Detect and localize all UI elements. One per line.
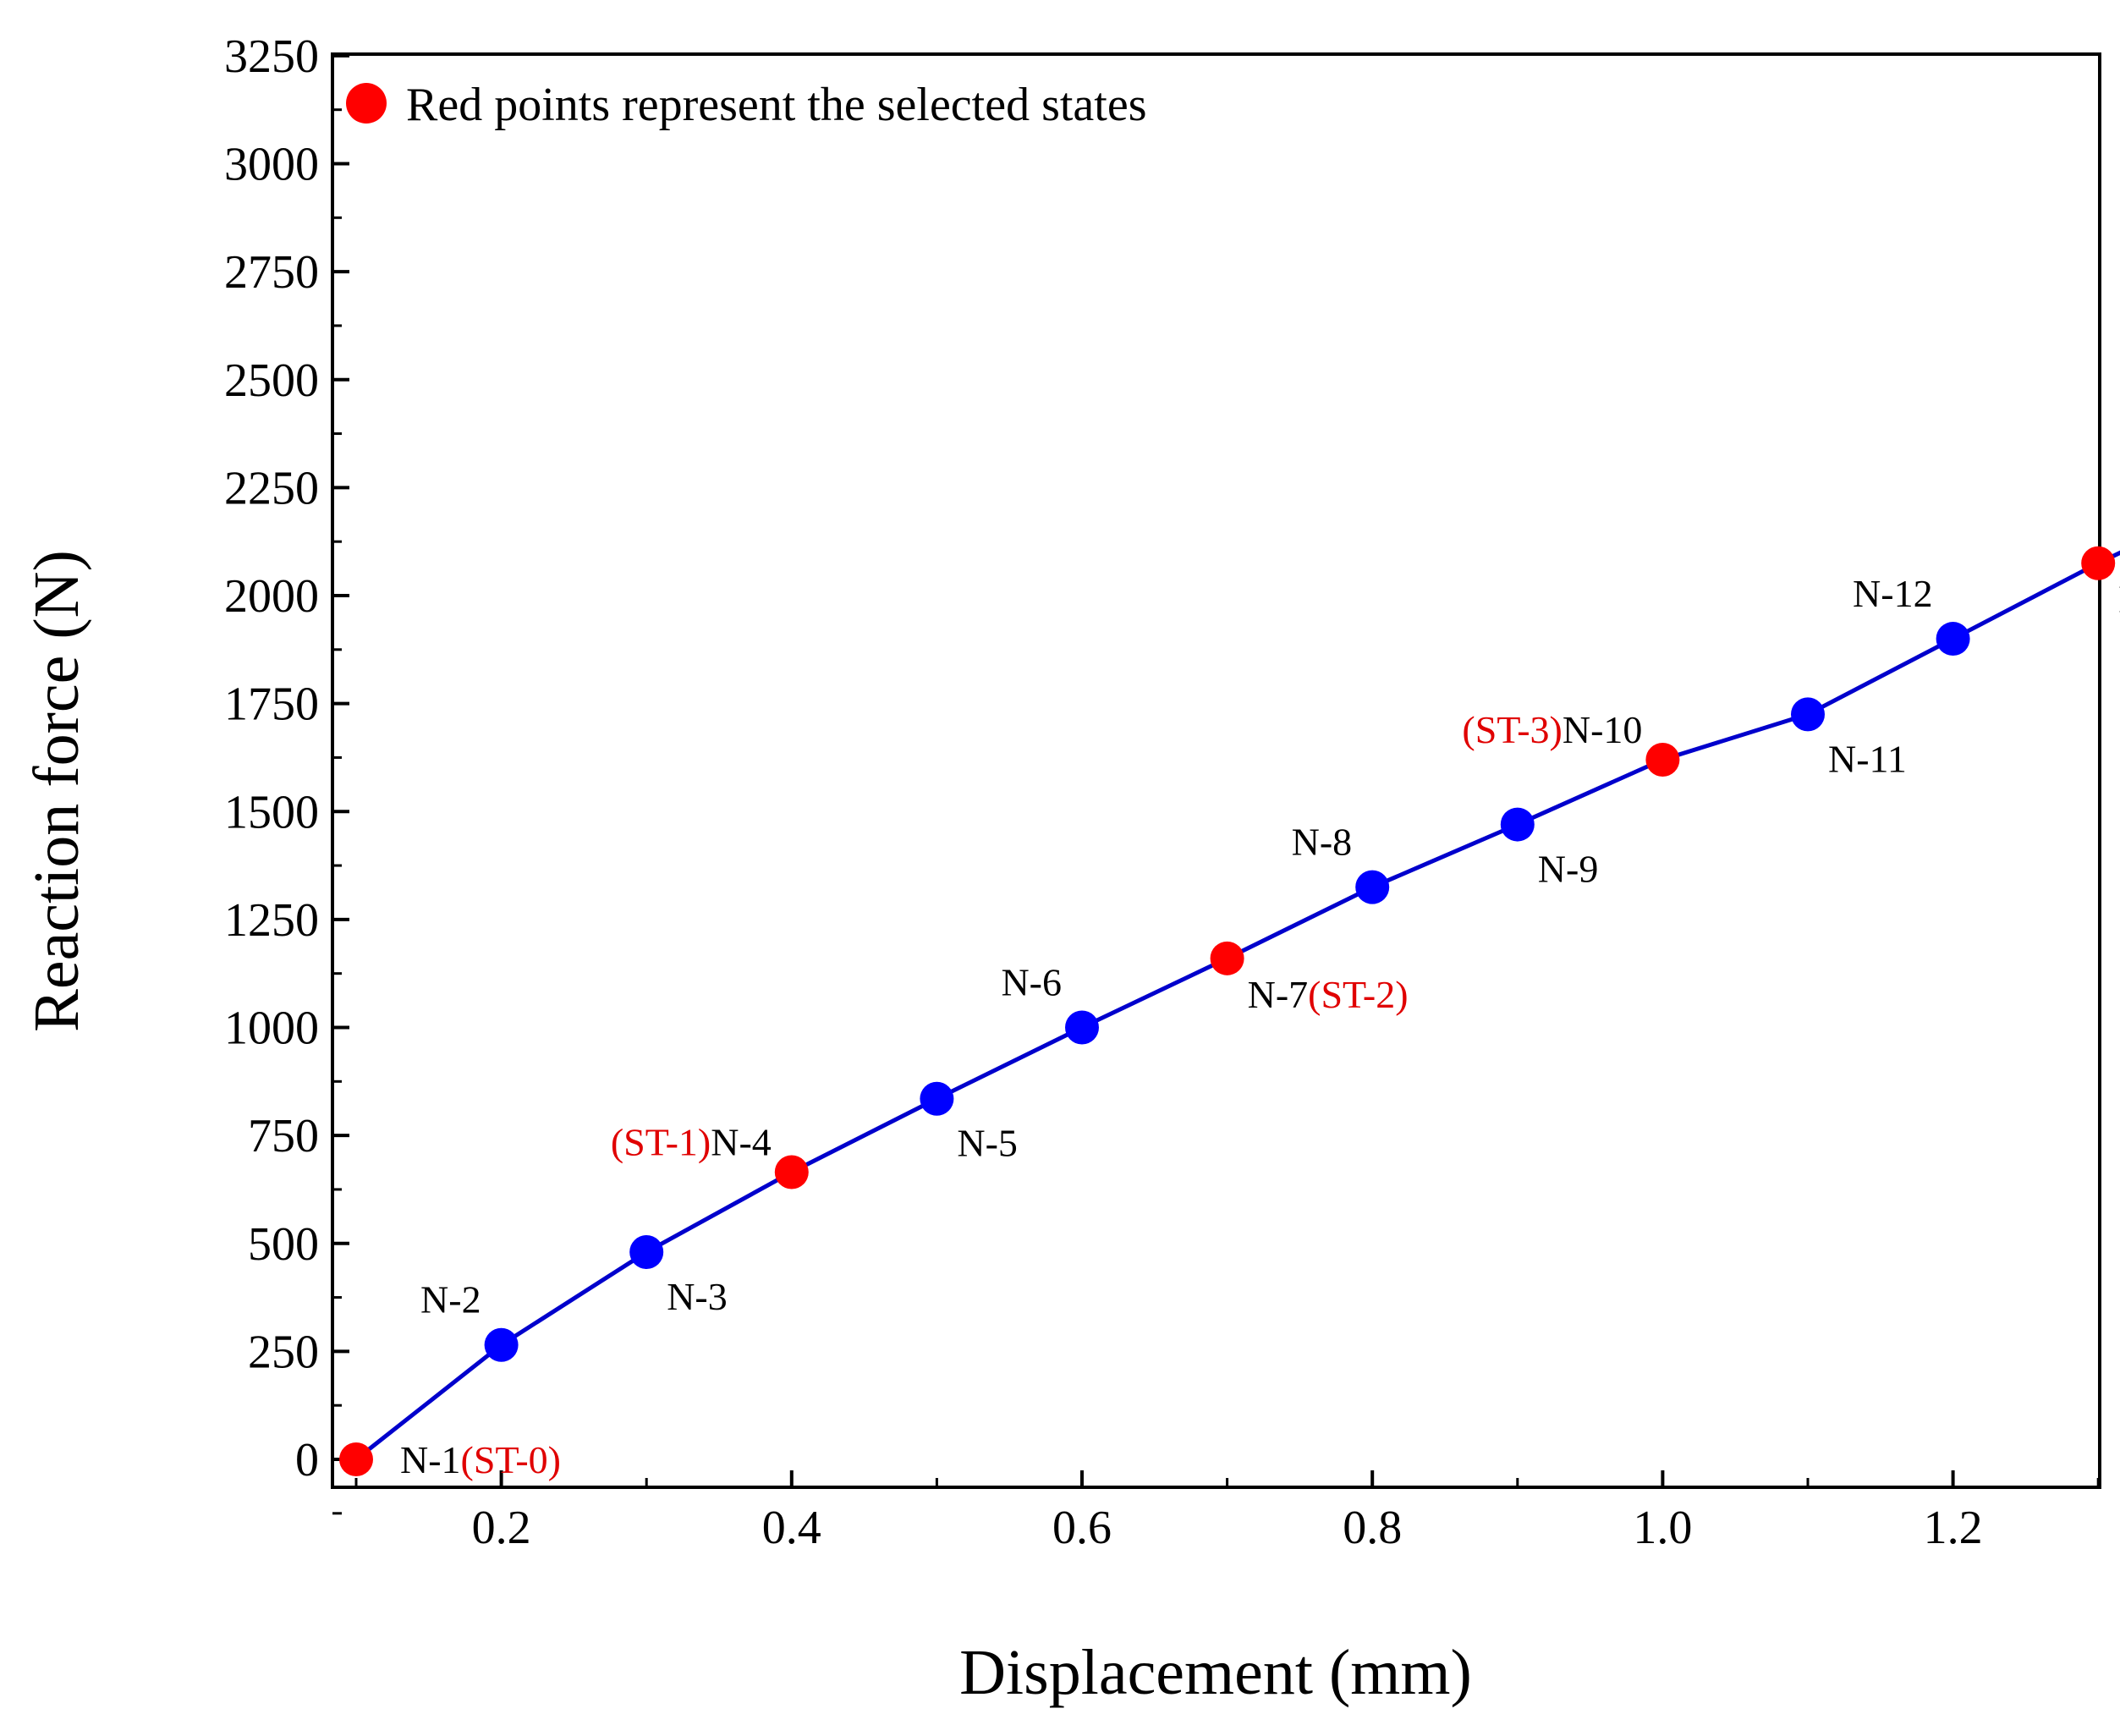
y-tick-label: 2500 [224,354,319,407]
node-label: N-8 [1292,821,1353,864]
series-segment [1226,885,1374,961]
selected-point [1645,742,1680,777]
series-segment [354,1343,503,1461]
y-tick-label: 1000 [224,1003,319,1055]
y-tick-label: 1250 [224,894,319,947]
point-label: N-2 [420,1278,481,1321]
data-point [629,1234,664,1269]
selected-point [2081,546,2116,580]
node-label: N-11 [1828,737,1907,780]
point-label: N-3 [667,1275,728,1318]
node-label: N-9 [1538,848,1599,891]
node-label: N-10 [1563,708,1643,751]
x-tick-label: 0.8 [1343,1502,1402,1554]
node-label: N-2 [420,1278,481,1321]
x-tick-label: 0.4 [762,1502,821,1554]
node-label: N-12 [1853,572,1933,615]
data-point [1500,807,1535,842]
point-label: (ST-3)N-10 [1462,708,1642,751]
legend-text: Red points represent the selected states [406,79,1147,131]
state-label: (ST-1) [611,1121,711,1164]
x-tick-label: 1.0 [1633,1502,1692,1554]
point-label: N-9 [1538,848,1599,891]
node-label: N-1 [400,1438,461,1481]
point-label: N-11 [1828,737,1907,780]
y-tick-label: 2750 [224,246,319,299]
y-tick-label: 3000 [224,139,319,191]
data-point [1791,697,1825,732]
x-axis-title: Displacement (mm) [959,1637,1472,1708]
state-label: (ST-0) [461,1438,561,1481]
node-label: N-6 [1001,961,1062,1004]
plot-frame [331,52,2101,1489]
x-tick-label: 0.6 [1052,1502,1112,1554]
point-label: N-7(ST-2) [1248,973,1409,1016]
point-label: N-5 [957,1122,1018,1165]
series-segment [936,1025,1084,1101]
data-point [1355,870,1390,904]
series-segment [645,1170,794,1255]
node-label: N-3 [667,1275,728,1318]
node-label: N-4 [711,1121,772,1164]
data-point [484,1327,519,1362]
selected-point [1210,941,1244,975]
state-label: (ST-2) [1308,973,1408,1016]
selected-point [774,1155,809,1189]
legend: Red points represent the selected states [346,79,1147,131]
node-label: N-5 [957,1122,1018,1165]
point-label: N-6 [1001,961,1062,1004]
data-point [920,1081,954,1116]
x-tick-label: 0.2 [472,1502,531,1554]
series-segment [1952,561,2100,641]
y-tick-label: 3250 [224,30,319,83]
point-label: N-8 [1292,821,1353,864]
label-layer: N-1(ST-0)N-2 N-3(ST-1)N-4 N-5N-6 N-7(ST-2)N… [400,572,2120,1481]
data-point [1065,1010,1099,1045]
x-tick-label: 1.2 [1924,1502,1983,1554]
series-segment [1080,956,1228,1030]
y-tick-label: 1750 [224,678,319,731]
point-label: (ST-1)N-4 [611,1121,772,1164]
y-tick-label: 250 [248,1326,319,1378]
y-tick-label: 0 [295,1434,319,1486]
series-segment [1371,822,1519,889]
data-point [1936,622,1970,656]
series-segment [1806,636,1954,717]
y-tick-label: 750 [248,1110,319,1162]
point-label: N-1(ST-0) [400,1438,561,1481]
point-label: N-13(ST-4) [2118,578,2120,621]
series-segment [790,1096,938,1174]
y-tick-label: 500 [248,1218,319,1271]
point-label: N-12 [1853,572,1933,615]
y-tick-label: 1500 [224,786,319,838]
node-label: N-7 [1248,973,1309,1016]
series-segment [1661,712,1809,762]
axes-layer: 0 250 500 750 1000 1250 1500 1750 2000 2250 2500 27… [224,30,2101,1554]
series-layer [339,546,2120,1476]
legend-marker [346,83,387,124]
y-axis-title: Reaction force (N) [21,550,92,1032]
state-label: (ST-3) [1462,708,1562,751]
y-tick-label: 2000 [224,570,319,623]
series-segment [1516,757,1664,827]
node-label: N-13 [2118,578,2120,621]
y-tick-label: 2250 [224,462,319,514]
selected-point [339,1442,373,1476]
series-segment [500,1250,648,1347]
